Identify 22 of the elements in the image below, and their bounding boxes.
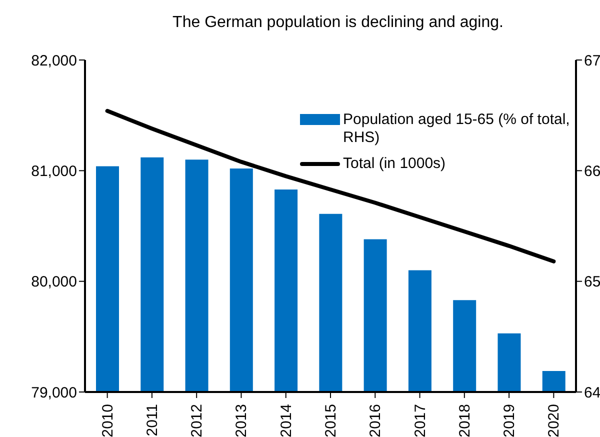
y-tick-label: 79,000 bbox=[31, 384, 77, 402]
y-tick-label: 80,000 bbox=[31, 274, 77, 291]
chart-title: The German population is declining and aging. bbox=[172, 13, 504, 33]
x-tick-label: 2010 bbox=[99, 404, 116, 437]
x-tick-label: 2019 bbox=[501, 404, 518, 437]
x-tick-label: 2016 bbox=[367, 404, 384, 437]
x-tick-label: 2014 bbox=[278, 404, 295, 437]
y2-tick-label: 67 bbox=[584, 52, 600, 70]
legend-label: Population aged 15-65 (% of total, RHS) bbox=[343, 111, 571, 147]
y2-tick-label: 64 bbox=[584, 384, 600, 402]
x-tick-label: 2011 bbox=[144, 404, 161, 436]
x-tick-label: 2017 bbox=[412, 404, 429, 437]
x-tick-label: 2015 bbox=[322, 404, 340, 437]
legend-label: Total (in 1000s) bbox=[343, 155, 447, 173]
y2-tick-label: 66 bbox=[584, 162, 600, 180]
y-tick-label: 82,000 bbox=[31, 52, 77, 70]
y2-tick-label: 65 bbox=[584, 274, 600, 291]
y-tick-label: 81,000 bbox=[31, 162, 77, 180]
x-tick-label: 2018 bbox=[456, 404, 474, 437]
x-tick-label: 2012 bbox=[188, 404, 206, 437]
x-tick-label: 2013 bbox=[233, 404, 250, 437]
x-tick-label: 2020 bbox=[546, 404, 563, 437]
